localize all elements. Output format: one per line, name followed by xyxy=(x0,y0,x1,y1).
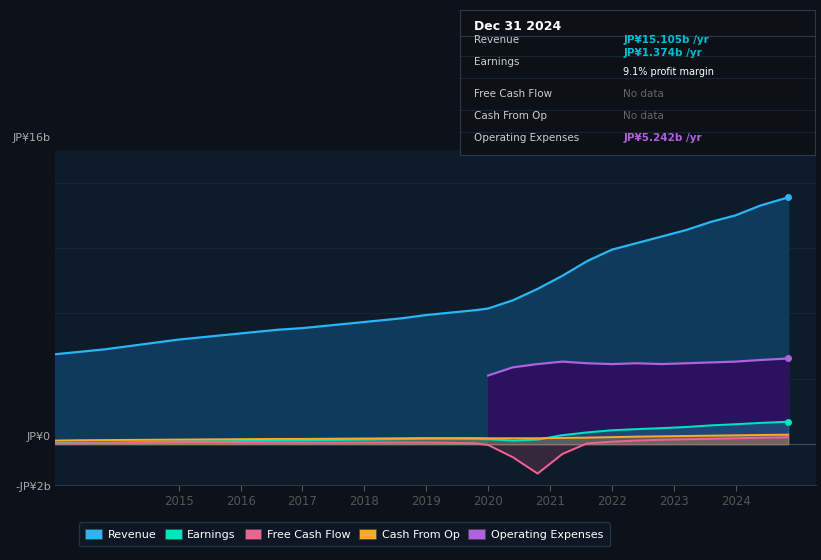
Text: Revenue: Revenue xyxy=(475,35,520,45)
Text: JP¥0: JP¥0 xyxy=(27,432,51,442)
Text: Earnings: Earnings xyxy=(475,57,520,67)
Text: No data: No data xyxy=(623,89,664,99)
Text: Dec 31 2024: Dec 31 2024 xyxy=(475,20,562,33)
Legend: Revenue, Earnings, Free Cash Flow, Cash From Op, Operating Expenses: Revenue, Earnings, Free Cash Flow, Cash … xyxy=(79,522,610,547)
Text: -JP¥2b: -JP¥2b xyxy=(15,482,51,492)
Text: JP¥5.242b /yr: JP¥5.242b /yr xyxy=(623,133,702,143)
Text: Operating Expenses: Operating Expenses xyxy=(475,133,580,143)
Text: Cash From Op: Cash From Op xyxy=(475,111,548,121)
Text: Free Cash Flow: Free Cash Flow xyxy=(475,89,553,99)
Text: JP¥15.105b /yr: JP¥15.105b /yr xyxy=(623,35,709,45)
Text: JP¥16b: JP¥16b xyxy=(13,133,51,143)
Text: JP¥1.374b /yr: JP¥1.374b /yr xyxy=(623,49,702,58)
Text: 9.1% profit margin: 9.1% profit margin xyxy=(623,67,714,77)
Text: No data: No data xyxy=(623,111,664,121)
